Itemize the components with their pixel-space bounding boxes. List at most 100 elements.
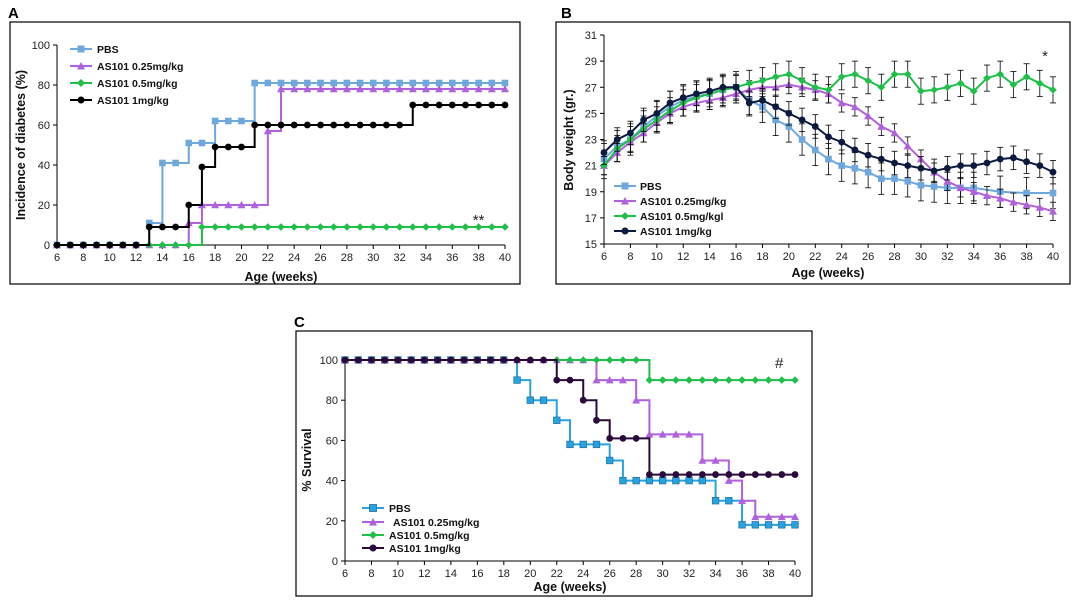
legend-a-low-label: AS101 0.25mg/kg [97,61,183,73]
panel-c-data-point [725,471,733,478]
panel-a-x-tick-label: 34 [420,252,432,264]
panel-a-data-point [435,101,443,109]
panel-c-y-tick-label: 100 [320,355,338,367]
panel-a-data-point [211,201,220,209]
panel-c-y-ticks: 0 20 40 60 80 100 [320,355,345,568]
panel-b-data-point [1022,200,1031,209]
panel-c-x-tick-label: 16 [471,568,483,580]
panel-a-data-point [461,223,470,231]
panel-a-data-point [224,223,233,231]
panel-a-data-point [237,201,246,209]
panel-a-data-point [304,79,311,87]
panel-b-x-tick-label: 38 [1020,251,1032,263]
panel-b-data-point [1035,79,1044,88]
panel-a-data-point [488,101,496,109]
panel-a-data-point [421,85,430,93]
panel-b-significance: * [1042,48,1048,65]
panel-c-data-point [751,512,760,521]
panel-c-data-point [712,471,719,478]
panel-c-x-tick-label: 24 [577,568,589,580]
panel-b-x-label: Age (weeks) [792,266,865,280]
panel-b-data-point [613,136,621,143]
legend-c-pbs: PBS [362,503,411,515]
panel-a-data-point [409,101,417,109]
panel-b-data-point [957,162,964,170]
panel-a-data-point [264,223,272,231]
panel-a-data-point [462,101,469,109]
panel-a-data-point [198,139,206,147]
panel-a-x-tick-label: 14 [156,252,168,264]
panel-a-data-point [290,85,299,93]
panel-a-data-point [250,201,259,209]
panel-b-y-tick-label: 21 [585,161,597,173]
panel-c-data-point [751,471,759,478]
panel-c-frame [295,330,813,597]
panel-b-data-point [864,168,872,176]
panel-a-data-point [238,117,245,125]
panel-c-data-point [421,356,428,364]
panel-a-data-point [93,241,100,249]
panel-c-data-point [791,512,799,521]
panel-c-x-tick-label: 10 [392,568,404,580]
panel-b-data-point [811,146,819,154]
panel-b-data-point [837,98,846,107]
panel-b-y-label: Body weight (gr.) [562,89,576,190]
panel-b-data-point [904,178,912,185]
panel-a-data-point [184,241,193,249]
panel-b-data-point [693,90,700,98]
panel-c-data-point [764,376,773,384]
panel-a-x-tick-label: 10 [104,252,116,264]
panel-a-data-point [356,85,365,93]
panel-c-data-point [553,376,561,384]
panel-a-data-point [462,79,469,87]
panel-b-data-point [1023,189,1030,197]
panel-a-data-point [343,121,351,129]
panel-b-data-point [838,162,846,169]
panel-c-data-point [738,376,746,384]
panel-b-x-tick-label: 32 [941,251,953,263]
panel-a-series [53,79,509,249]
panel-a-x-tick-label: 18 [209,252,221,264]
panel-a-data-point [369,85,378,93]
panel-b-data-point [600,161,608,170]
panel-a-data-point [329,85,338,93]
panel-a-x-tick-label: 40 [499,252,511,264]
legend-c-low-marker [369,518,377,526]
panel-a-data-point [329,223,338,231]
panel-b-data-point [627,129,634,137]
panel-b-data-point [864,76,872,85]
panel-a-x-tick-label: 12 [130,252,142,264]
panel-b-data-point [983,74,991,82]
panel-b-x-tick-label: 18 [756,251,768,263]
panel-b-y-tick-label: 27 [585,82,597,94]
panel-c-y-tick-label: 80 [326,395,338,407]
panel-a-x-tick-label: 30 [367,252,379,264]
panel-b-data-point [996,155,1004,163]
panel-a-data-point [224,117,232,125]
legend-b-high-label: AS101 1mg/kg [640,226,712,238]
panel-a-data-point [501,79,509,87]
panel-b-data-point [719,83,727,91]
panel-a-data-point [396,79,403,87]
panel-a-data-point [501,101,509,109]
panel-c-data-point [632,396,641,404]
panel-b-data-point [956,183,965,192]
legend-a-high-marker [77,96,85,104]
panel-a-data-point [106,241,114,249]
panel-a-y-tick-label: 80 [38,80,50,92]
panel-c-data-point [593,416,600,424]
panel-a-data-point [408,223,417,231]
panel-a-series-3 [53,101,509,249]
panel-c-data-point [711,376,720,384]
legend-b-pbs: PBS [614,181,662,193]
panel-b-x-tick-label: 22 [809,251,821,263]
panel-b-data-point [864,151,872,159]
panel-c-data-point [341,356,349,364]
panel-a-data-point [408,85,417,93]
panel-a-data-point [422,79,430,87]
panel-a-data-point [119,241,127,249]
panel-a-data-point [53,241,61,249]
panel-c-data-point [685,476,693,485]
panel-c-x-tick-label: 20 [524,568,536,580]
